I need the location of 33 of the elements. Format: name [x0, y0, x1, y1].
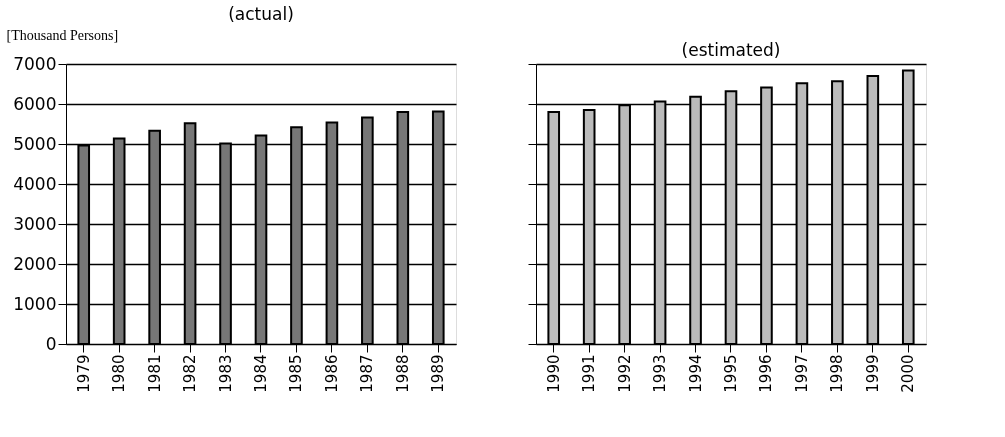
y-tick-label: 0	[45, 333, 57, 354]
x-tick-label: 1989	[429, 354, 448, 393]
x-tick-label: 1998	[828, 354, 847, 393]
x-tick-label: 1994	[686, 354, 705, 393]
y-tick-label: 1000	[13, 293, 57, 314]
x-tick-label: 1999	[863, 354, 882, 393]
x-tick-label: 1984	[252, 354, 270, 393]
x-tick-label: 1992	[615, 354, 634, 393]
x-tick-label: 1979	[74, 354, 93, 393]
x-tick-label: 1991	[580, 354, 599, 393]
y-tick-label: 4000	[13, 173, 57, 194]
x-tick-label: 1986	[322, 354, 341, 393]
x-tick-label: 1982	[181, 354, 200, 393]
x-tick-label: 2000	[899, 354, 918, 393]
y-tick-label: 6000	[13, 93, 57, 114]
y-axis-title: [Thousand Persons]	[6, 27, 119, 43]
x-tick-label: 1983	[216, 354, 235, 393]
y-tick-label: 5000	[13, 133, 57, 154]
x-tick-label: 1996	[757, 354, 776, 393]
y-tick-label: 7000	[13, 53, 57, 74]
x-tick-label: 1995	[722, 354, 740, 393]
x-tick-label: 1990	[544, 354, 563, 393]
x-tick-label: 1985	[287, 354, 306, 393]
x-tick-label: 1987	[358, 354, 377, 393]
chart-title: (actual)	[228, 4, 294, 24]
x-tick-label: 1997	[792, 354, 811, 393]
y-tick-label: 3000	[13, 213, 57, 234]
x-tick-label: 1988	[393, 354, 412, 393]
x-tick-label: 1980	[110, 354, 129, 393]
x-tick-label: 1993	[651, 354, 670, 393]
y-tick-label: 2000	[13, 253, 57, 274]
x-tick-label: 1981	[145, 354, 164, 393]
chart-title: (estimated)	[681, 39, 781, 60]
